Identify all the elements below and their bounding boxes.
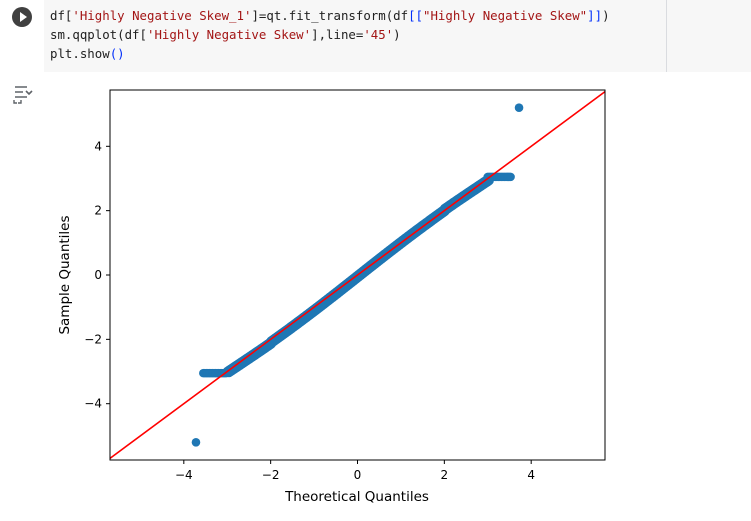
code-token: [[ xyxy=(408,8,424,23)
code-token: ) xyxy=(602,8,610,23)
x-tick-label: −4 xyxy=(175,468,193,482)
data-point xyxy=(514,103,524,112)
code-line[interactable]: plt.show() xyxy=(50,44,610,63)
y-tick-label: −4 xyxy=(84,397,102,411)
code-token: ],line= xyxy=(311,27,364,42)
code-token: ]=qt.fit_transform(df xyxy=(251,8,409,23)
code-text[interactable]: df['Highly Negative Skew_1']=qt.fit_tran… xyxy=(50,6,610,63)
code-cell[interactable]: df['Highly Negative Skew_1']=qt.fit_tran… xyxy=(0,0,751,74)
y-tick-label: 4 xyxy=(94,139,102,153)
x-axis-label: Theoretical Quantiles xyxy=(284,489,429,505)
code-token: plt.show xyxy=(50,46,110,61)
code-token: 'Highly Negative Skew' xyxy=(146,27,312,42)
code-line[interactable]: df['Highly Negative Skew_1']=qt.fit_tran… xyxy=(50,6,610,25)
run-cell-button[interactable] xyxy=(12,7,32,27)
cell-divider xyxy=(666,0,667,72)
y-tick-label: −2 xyxy=(84,332,102,346)
data-point xyxy=(191,438,201,447)
y-axis-ticks: −4 −2 0 2 4 xyxy=(84,139,110,411)
code-editor[interactable] xyxy=(44,0,666,72)
chart-marks xyxy=(110,90,605,460)
y-tick-label: 2 xyxy=(94,204,102,218)
code-token: '45' xyxy=(363,27,394,42)
x-tick-label: 4 xyxy=(527,468,535,482)
x-axis-ticks: −4 −2 0 2 4 xyxy=(175,460,535,482)
code-token: 'Highly Negative Skew_1' xyxy=(72,8,252,23)
code-line[interactable]: sm.qqplot(df['Highly Negative Skew'],lin… xyxy=(50,25,610,44)
y-tick-label: 0 xyxy=(94,268,102,282)
code-token: df[ xyxy=(50,8,73,23)
code-token: "Highly Negative Skew" xyxy=(423,8,588,23)
code-editor-gutter xyxy=(667,0,751,72)
output-toggle-icon[interactable] xyxy=(12,83,34,105)
code-token: sm.qqplot(df[ xyxy=(50,27,147,42)
y-axis-label: Sample Quantiles xyxy=(57,215,73,334)
reference-line xyxy=(110,90,605,460)
code-token: () xyxy=(109,46,125,61)
x-tick-label: 2 xyxy=(441,468,449,482)
data-point xyxy=(506,172,515,182)
x-tick-label: 0 xyxy=(354,468,362,482)
x-tick-label: −2 xyxy=(262,468,280,482)
code-token: ]] xyxy=(587,8,603,23)
code-token: ) xyxy=(393,27,401,42)
